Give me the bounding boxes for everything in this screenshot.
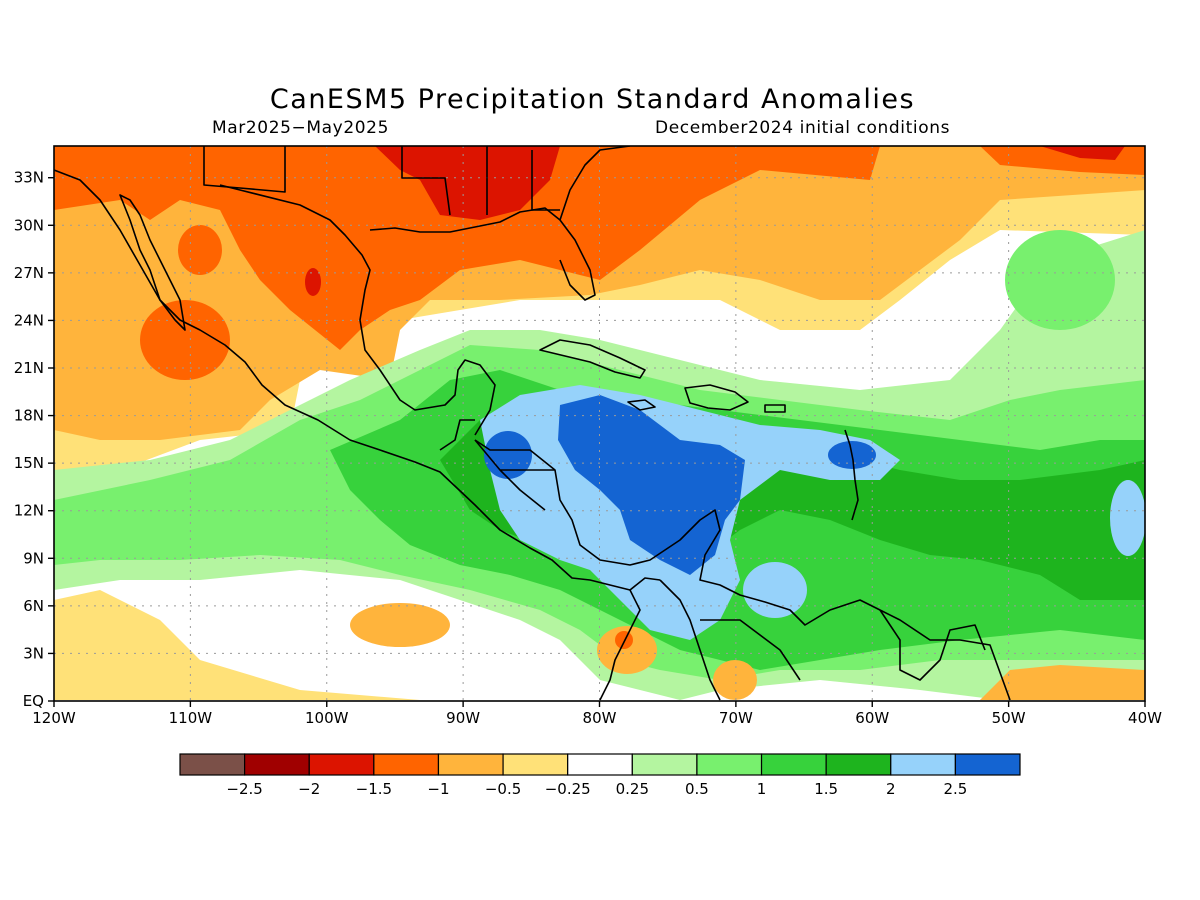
dry-region-very-strong-ne [1040,146,1125,160]
legend-label: 1 [757,780,767,798]
lat-tick-label: 9N [23,549,44,567]
lon-tick-label: 40W [1128,709,1162,727]
lon-tick-label: 110W [169,709,213,727]
lat-tick-label: 21N [14,359,44,377]
legend-label: −1 [427,780,449,798]
legend-swatch [760,753,827,776]
longitude-axis: 120W 110W 100W 90W 80W 70W 60W 50W 40W [32,701,1162,727]
legend-swatch [179,753,246,776]
legend-swatch [825,753,892,776]
coastline-south-america-west [599,589,641,701]
legend-swatch [308,753,375,776]
lat-tick-label: 27N [14,264,44,282]
wet-region-maximum [558,395,745,575]
wet-region-gulf [1005,230,1115,330]
coastline-pacific-mexico [54,169,661,591]
lat-tick-label: EQ [23,692,44,710]
legend-swatch [244,753,310,776]
wet-region-extreme-sa [743,562,807,618]
legend-label: −0.5 [485,780,521,798]
lat-tick-label: 33N [14,169,44,187]
coastline-lesser-antilles [844,429,859,521]
lon-tick-label: 120W [32,709,76,727]
anomaly-field [54,146,1145,701]
lon-tick-label: 80W [583,709,617,727]
border-mexico-us [203,146,286,193]
coastline-central-america [474,439,1011,701]
lat-tick-label: 6N [23,597,44,615]
legend-swatch [567,753,633,776]
legend-label: −0.25 [545,780,591,798]
legend-label: −2.5 [226,780,262,798]
dry-patch-southeast [980,665,1145,700]
coastline-gulf-mexico [219,184,496,436]
legend-swatch [502,753,569,776]
dry-patch-pacific [350,603,450,647]
dry-region-strong [54,146,880,350]
coastline-baja [119,194,186,331]
lat-tick-label: 12N [14,502,44,520]
lat-tick-label: 24N [14,311,44,329]
wet-region-extreme-east [1110,480,1145,556]
dry-region-strong-sw [178,225,222,275]
dry-patch-colombia [597,626,657,674]
initial-conditions: December2024 initial conditions [655,118,951,138]
forecast-period: Mar2025−May2025 [212,118,389,138]
dry-patch-colombia-core [615,631,633,649]
legend-swatch [696,753,763,776]
legend-label: −2 [298,780,320,798]
coastline-jamaica [627,399,656,411]
lon-tick-label: 60W [855,709,889,727]
legend-swatch [437,753,504,776]
lon-tick-label: 50W [992,709,1026,727]
dry-spot-mexico [305,268,321,296]
border-us-states [401,146,560,216]
lon-tick-label: 70W [719,709,753,727]
border-colombia-venezuela [659,579,801,701]
map-title: CanESM5 Precipitation Standard Anomalies [269,84,916,115]
legend-label: 2 [886,780,896,798]
latitude-axis: EQ 3N 6N 9N 12N 15N 18N 21N 24N 27N 30N 33N [14,169,54,710]
legend-label: −1.5 [356,780,392,798]
lat-tick-label: 18N [14,407,44,425]
border-guatemala-honduras [439,419,555,511]
lon-tick-label: 90W [446,709,480,727]
color-legend: −2.5 −2 −1.5 −1 −0.5 −0.25 0.25 0.5 1 1.5 2 2.5 [179,753,1021,798]
legend-swatch [631,753,698,776]
dry-region-very-strong [375,146,560,220]
coastline-puerto-rico [764,404,786,413]
coastline-cuba [539,339,646,379]
legend-swatch [373,753,440,776]
legend-swatch [954,753,1021,776]
legend-label: 0.5 [685,780,709,798]
coastline-hispaniola [684,384,749,411]
wet-region-maximum-honduras [484,431,532,479]
coastline-us-atlantic [559,146,631,221]
legend-swatch [890,753,956,776]
dry-patch-venezuela [713,660,757,700]
dry-patch-southwest [54,590,420,700]
border-guianas [879,609,986,681]
lat-tick-label: 15N [14,454,44,472]
coastline-us-gulf [369,207,596,301]
lat-tick-label: 30N [14,216,44,234]
gridlines [54,146,1145,701]
lon-tick-label: 100W [305,709,349,727]
legend-label: 1.5 [814,780,838,798]
legend-label: 0.25 [616,780,649,798]
coastlines [54,146,1011,701]
lat-tick-label: 3N [23,644,44,662]
legend-label: 2.5 [943,780,967,798]
